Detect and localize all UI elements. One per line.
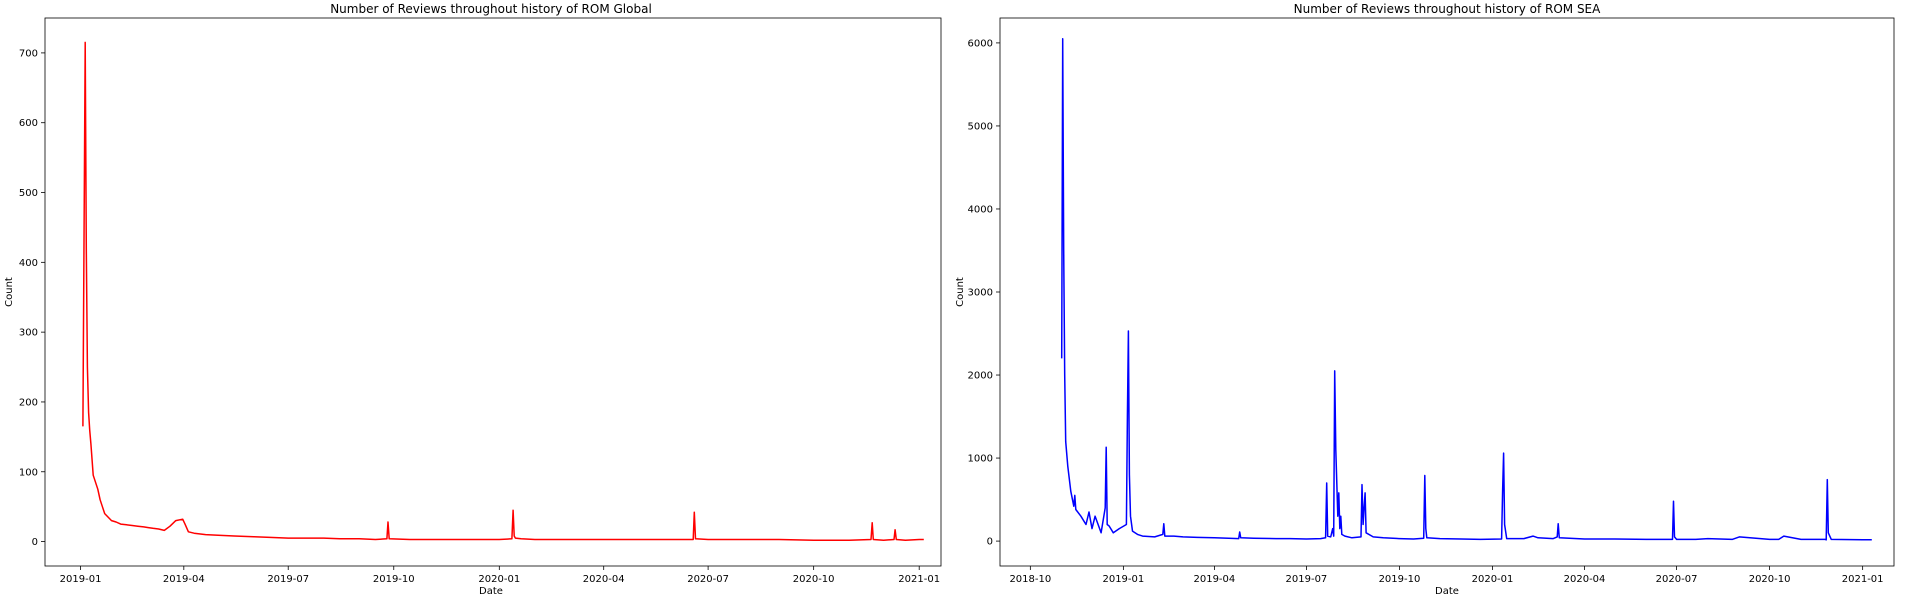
y-tick-label: 600 <box>19 118 38 129</box>
series-line <box>82 41 924 541</box>
y-tick-label: 300 <box>19 328 38 339</box>
chart-title: Number of Reviews throughout history of … <box>1294 2 1602 16</box>
x-tick-label: 2020-04 <box>583 574 625 585</box>
y-axis-label: Count <box>4 277 15 307</box>
y-tick-label: 6000 <box>968 38 993 49</box>
x-tick-label: 2019-10 <box>373 574 415 585</box>
x-tick-label: 2019-07 <box>267 574 309 585</box>
plot-frame <box>999 17 1895 567</box>
x-tick-label: 2020-07 <box>687 574 729 585</box>
x-tick-label: 2020-10 <box>1749 574 1791 585</box>
chart-panel-global: Number of Reviews throughout history of … <box>4 2 942 597</box>
x-tick-label: 2019-04 <box>163 574 205 585</box>
x-tick-label: 2020-01 <box>478 574 520 585</box>
x-tick-label: 2020-01 <box>1472 574 1514 585</box>
x-tick-label: 2018-10 <box>1009 574 1051 585</box>
y-axis-label: Count <box>955 277 966 307</box>
y-tick-label: 3000 <box>968 288 993 299</box>
x-tick-label: 2021-01 <box>898 574 940 585</box>
y-tick-label: 5000 <box>968 121 993 132</box>
y-tick-label: 500 <box>19 188 38 199</box>
y-tick-label: 4000 <box>968 204 993 215</box>
x-tick-label: 2019-10 <box>1379 574 1421 585</box>
x-tick-label: 2021-01 <box>1842 574 1884 585</box>
chart-panel-sea: Number of Reviews throughout history of … <box>955 2 1895 597</box>
y-tick-label: 0 <box>987 537 993 548</box>
x-tick-label: 2020-04 <box>1564 574 1606 585</box>
chart-title: Number of Reviews throughout history of … <box>330 2 652 16</box>
y-tick-label: 700 <box>19 48 38 59</box>
series-line <box>1060 38 1872 541</box>
y-tick-label: 400 <box>19 258 38 269</box>
y-tick-label: 200 <box>19 397 38 408</box>
y-tick-label: 2000 <box>968 371 993 382</box>
plot-frame <box>44 17 942 567</box>
x-tick-label: 2019-04 <box>1193 574 1235 585</box>
x-axis-label: Date <box>1435 586 1459 597</box>
x-tick-label: 2019-01 <box>60 574 102 585</box>
y-tick-label: 0 <box>32 537 38 548</box>
x-axis-label: Date <box>479 586 503 597</box>
x-tick-label: 2020-07 <box>1656 574 1698 585</box>
x-tick-label: 2019-07 <box>1286 574 1328 585</box>
y-tick-label: 1000 <box>968 454 993 465</box>
y-tick-label: 100 <box>19 467 38 478</box>
x-tick-label: 2019-01 <box>1102 574 1144 585</box>
x-tick-label: 2020-10 <box>793 574 835 585</box>
